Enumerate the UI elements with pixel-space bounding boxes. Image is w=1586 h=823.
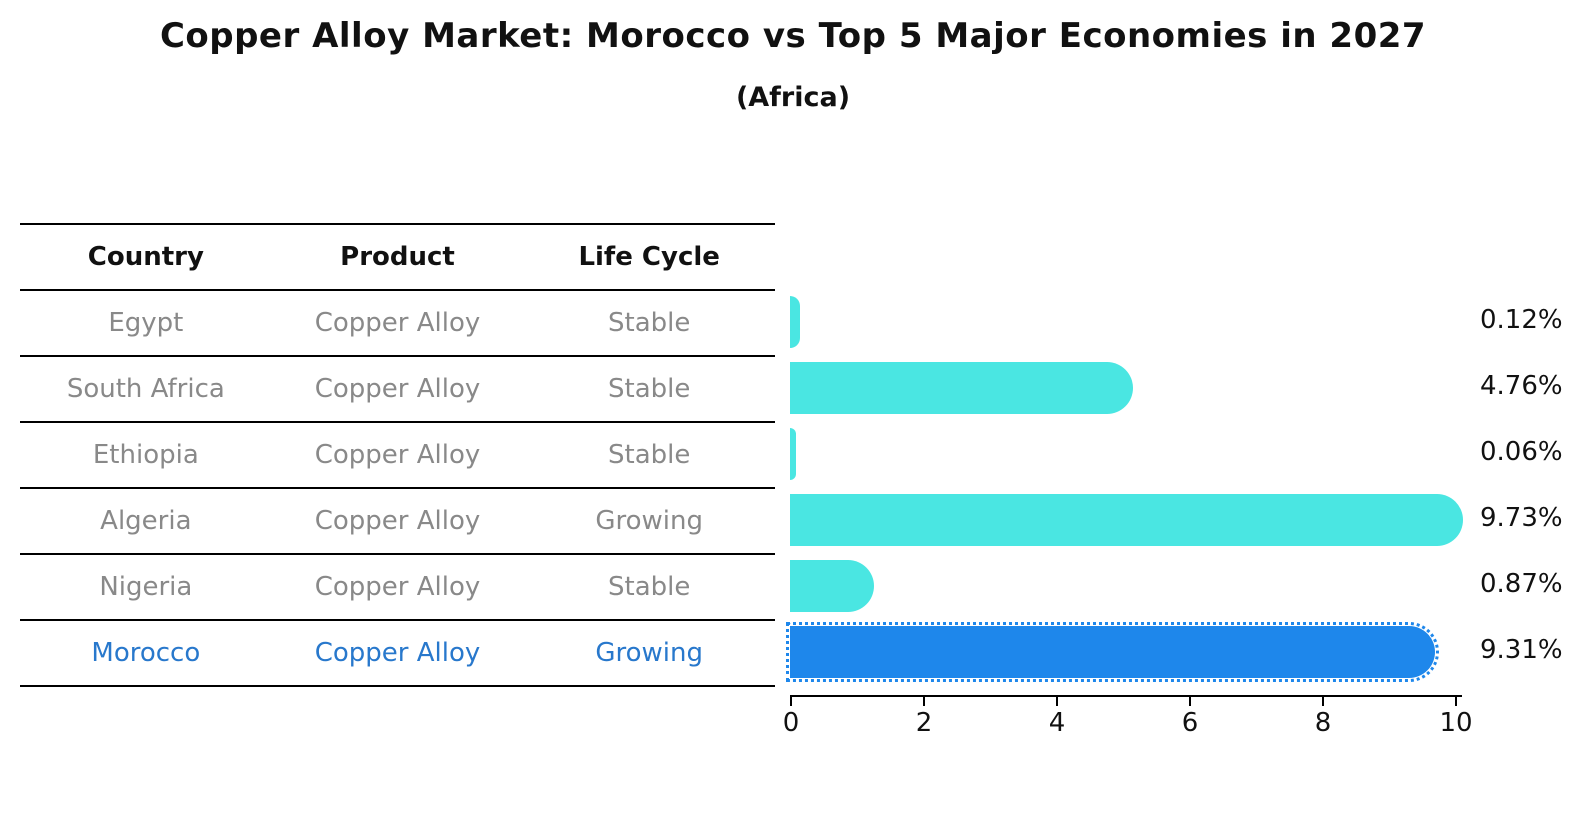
- x-tick-mark: [1322, 697, 1324, 706]
- table-row: Algeria Copper Alloy Growing: [20, 489, 775, 555]
- table-cell-country: Nigeria: [99, 572, 193, 602]
- table-row: Morocco Copper Alloy Growing: [20, 621, 775, 687]
- bar-value-label: 0.06%: [1480, 437, 1563, 467]
- table-cell-product: Copper Alloy: [314, 572, 481, 602]
- table-row: Ethiopia Copper Alloy Stable: [20, 423, 775, 489]
- bar-south-africa: [790, 362, 1133, 414]
- table-header-product: Product: [340, 242, 455, 272]
- x-tick-label: 2: [915, 708, 933, 738]
- table-cell-product: Copper Alloy: [314, 638, 481, 668]
- table-cell-product: Copper Alloy: [314, 308, 481, 338]
- chart-subtitle: (Africa): [735, 82, 851, 113]
- table-header-country: Country: [87, 242, 204, 272]
- country-table: Country Product Life Cycle Egypt Copper A…: [20, 223, 775, 687]
- bar-morocco: [786, 622, 1439, 682]
- x-tick-label: 10: [1439, 708, 1473, 738]
- table-row: South Africa Copper Alloy Stable: [20, 357, 775, 423]
- table-row: Nigeria Copper Alloy Stable: [20, 555, 775, 621]
- table-row: Egypt Copper Alloy Stable: [20, 291, 775, 357]
- x-tick-mark: [923, 697, 925, 706]
- table-cell-product: Copper Alloy: [314, 440, 481, 470]
- table-cell-country: Morocco: [91, 638, 201, 668]
- table-cell-country: Egypt: [108, 308, 184, 338]
- table-body: Egypt Copper Alloy Stable South Africa Coppe…: [20, 291, 775, 687]
- table-cell-product: Copper Alloy: [314, 506, 481, 536]
- x-tick-mark: [1189, 697, 1191, 706]
- bar-egypt: [790, 296, 800, 348]
- x-tick-mark: [790, 697, 792, 706]
- table-cell-life_cycle: Stable: [608, 572, 691, 602]
- table-cell-life_cycle: Stable: [608, 308, 691, 338]
- bar-value-label: 0.12%: [1480, 305, 1563, 335]
- x-tick-mark: [1455, 697, 1457, 706]
- bar-nigeria: [790, 560, 874, 612]
- table-header-row: Country Product Life Cycle: [20, 225, 775, 291]
- x-tick-label: 4: [1048, 708, 1066, 738]
- table-cell-product: Copper Alloy: [314, 374, 481, 404]
- table-cell-country: South Africa: [66, 374, 225, 404]
- table-cell-life_cycle: Growing: [595, 506, 703, 536]
- table-cell-life_cycle: Stable: [608, 374, 691, 404]
- table-cell-life_cycle: Growing: [595, 638, 703, 668]
- x-tick-mark: [1056, 697, 1058, 706]
- x-tick-label: 8: [1314, 708, 1332, 738]
- table-cell-life_cycle: Stable: [608, 440, 691, 470]
- x-tick-label: 0: [782, 708, 800, 738]
- bar-value-label: 0.87%: [1480, 569, 1563, 599]
- table-cell-country: Algeria: [100, 506, 192, 536]
- x-tick-label: 6: [1181, 708, 1199, 738]
- bar-value-label: 9.73%: [1480, 503, 1563, 533]
- bar-algeria: [790, 494, 1463, 546]
- x-axis-line: [790, 695, 1462, 697]
- bar-value-label: 9.31%: [1480, 635, 1563, 665]
- bar-ethiopia: [790, 428, 796, 480]
- bar-value-label: 4.76%: [1480, 371, 1563, 401]
- table-cell-country: Ethiopia: [92, 440, 199, 470]
- chart-title: Copper Alloy Market: Morocco vs Top 5 Ma…: [159, 16, 1427, 56]
- table-header-lifecycle: Life Cycle: [578, 242, 720, 272]
